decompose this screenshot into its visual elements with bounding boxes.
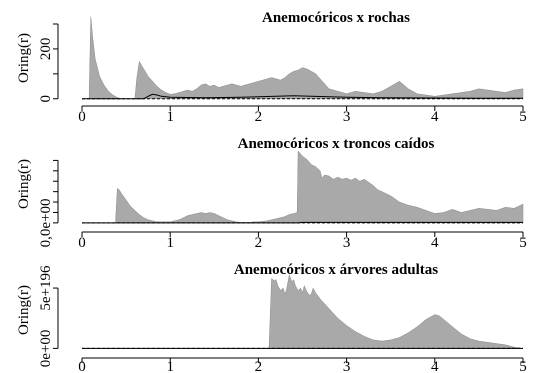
- x-tick-label-troncos-caidos-5: 5: [519, 235, 527, 251]
- x-tick-label-rochas-1: 1: [166, 109, 174, 125]
- x-tick-label-arvores-adultas-1: 1: [166, 359, 174, 373]
- chart-title-arvores-adultas: Anemocóricos x árvores adultas: [234, 262, 438, 278]
- x-tick-label-troncos-caidos-0: 0: [78, 235, 86, 251]
- y-tick-label-arvores-adultas-1: 5e+196: [38, 265, 54, 311]
- envelope-area-rochas: [82, 16, 524, 100]
- x-tick-label-arvores-adultas-0: 0: [78, 359, 86, 373]
- x-tick-label-arvores-adultas-4: 4: [431, 359, 439, 373]
- x-tick-label-troncos-caidos-1: 1: [166, 235, 174, 251]
- x-tick-label-arvores-adultas-2: 2: [255, 359, 263, 373]
- envelope-area-arvores-adultas: [82, 273, 524, 349]
- x-tick-label-troncos-caidos-3: 3: [343, 235, 351, 251]
- x-tick-label-rochas-0: 0: [78, 109, 86, 125]
- y-axis-label-rochas: Oring(r): [16, 33, 32, 83]
- x-tick-label-troncos-caidos-4: 4: [431, 235, 439, 251]
- chart-title-rochas: Anemocóricos x rochas: [262, 10, 410, 26]
- y-tick-label-rochas-0: 0: [38, 95, 54, 103]
- envelope-area-troncos-caidos: [82, 150, 524, 224]
- panel-troncos-caidos: Anemocóricos x troncos caídos 0 1 2 3 4 5 0,0e+…: [16, 136, 527, 251]
- x-tick-label-rochas-3: 3: [343, 109, 351, 125]
- chart-title-troncos-caidos: Anemocóricos x troncos caídos: [238, 136, 435, 152]
- x-tick-label-arvores-adultas-3: 3: [343, 359, 351, 373]
- y-tick-label-rochas-2: 200: [38, 38, 54, 61]
- y-tick-label-troncos-caidos-0: 0,0e+00: [38, 198, 54, 247]
- y-tick-label-arvores-adultas-0: 0e+00: [38, 330, 54, 368]
- x-tick-label-rochas-5: 5: [519, 109, 527, 125]
- x-tick-label-troncos-caidos-2: 2: [255, 235, 263, 251]
- observed-line-rochas: [82, 93, 523, 100]
- x-tick-label-rochas-4: 4: [431, 109, 439, 125]
- panel-arvores-adultas: Anemocóricos x árvores adultas 0 1 2 3 4 5 0e+0…: [16, 262, 527, 373]
- panel-rochas: Anemocóricos x rochas 0 1 2 3 4 5 0 200 Oring(r): [16, 10, 527, 125]
- x-tick-label-rochas-2: 2: [255, 109, 263, 125]
- y-axis-label-arvores-adultas: Oring(r): [16, 285, 32, 335]
- observed-line-troncos-caidos: [82, 221, 523, 224]
- y-axis-label-troncos-caidos: Oring(r): [16, 159, 32, 209]
- x-tick-label-arvores-adultas-5: 5: [519, 359, 527, 373]
